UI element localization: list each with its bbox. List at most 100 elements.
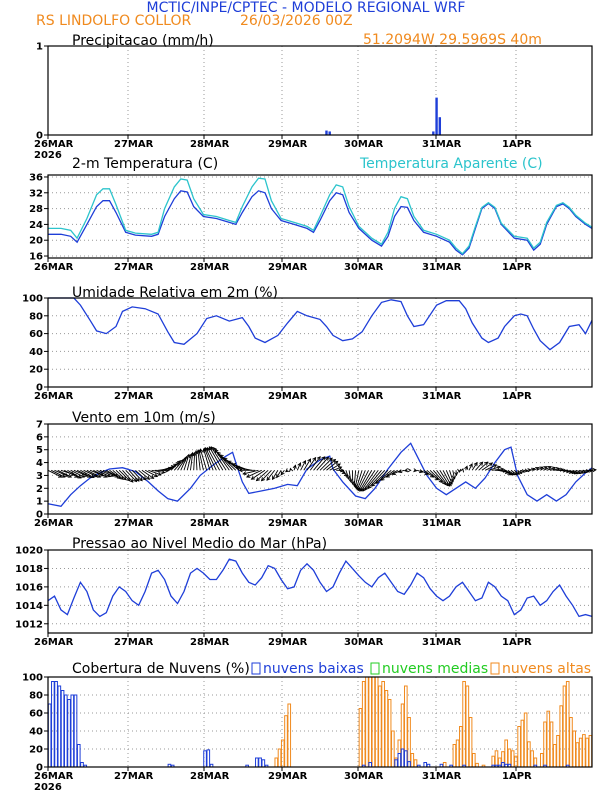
wind-arrow-head (96, 473, 102, 478)
pres-ytick-label: 1018 (15, 564, 43, 575)
wind-ytick-label: 5 (36, 445, 43, 456)
wind-arrow (329, 463, 341, 471)
wind-arrow-head (219, 454, 224, 459)
cloud-bar-low (47, 703, 52, 768)
wind-arrow-head (199, 448, 204, 453)
temp-xtick-label: 28MAR (190, 262, 230, 273)
cloud-bar-high (413, 759, 418, 768)
wind-arrow-head (513, 471, 518, 476)
cloud-bar-high (368, 676, 373, 768)
wind-arrow (170, 460, 181, 471)
clouds-ytick-label: 80 (29, 691, 43, 702)
wind-arrow (99, 469, 114, 477)
wind-arrow-head (350, 480, 355, 486)
wind-arrow (186, 453, 192, 471)
header-coords: 51.2094W 29.5969S 40m (363, 32, 542, 48)
wind-arrow-head (450, 478, 455, 483)
wind-arrow-head (186, 453, 191, 459)
wind-arrow-head (285, 468, 290, 473)
wind-arrow (243, 469, 259, 475)
wind-ytick-label: 4 (36, 458, 43, 469)
cloud-bar-high (284, 715, 288, 768)
cloud-bar-high (552, 744, 557, 768)
cloud-bar-high (546, 710, 551, 768)
wind-ytick-label: 0 (36, 510, 43, 521)
rh-xtick-label: 31MAR (422, 391, 462, 402)
temp-ytick-label: 28 (29, 204, 43, 215)
wind-arrow (80, 469, 95, 478)
wind-arrow-head (375, 479, 380, 484)
cloud-bar-low (261, 759, 266, 768)
wind-arrow-head (67, 473, 73, 478)
clouds-panel: 0 20 40 60 80 100 26MAR 27MAR 28MAR 29MAR 30MAR 31M… (22, 673, 593, 792)
wind-arrow-head (479, 461, 484, 466)
wind-arrow-head (227, 460, 232, 465)
wind-arrow (439, 470, 451, 487)
wind-arrow (442, 470, 452, 486)
cloud-bar-high (585, 737, 589, 768)
rh-ytick-label: 20 (29, 365, 43, 376)
wind-arrow (57, 469, 72, 478)
cloud-bar-low (397, 753, 402, 768)
wind-arrow (345, 470, 350, 480)
wind-arrow-head (246, 473, 251, 478)
wind-arrow (131, 469, 143, 481)
wind-arrow (125, 469, 137, 482)
wind-arrow-head (150, 475, 155, 479)
wind-arrow-head (336, 463, 341, 468)
precip-xtick-label: 28MAR (190, 139, 230, 150)
clouds-xtick-label: 28MAR (190, 771, 230, 782)
wind-ytick-label: 7 (36, 420, 43, 431)
wind-arrow (386, 469, 398, 478)
wind-arrow (256, 469, 269, 481)
wind-arrow (303, 458, 311, 471)
cloud-bar-low (73, 694, 78, 768)
wind-arrow-head (142, 476, 147, 481)
wind-arrow (491, 468, 504, 471)
cloud-bar-high (471, 753, 476, 768)
wind-arrow-head (592, 467, 597, 473)
wind-arrow (398, 469, 405, 473)
wind-arrow (51, 469, 65, 478)
cloud-bar-low (501, 762, 505, 768)
wind-arrow-head (223, 457, 228, 462)
wind-arrow (63, 469, 78, 478)
wind-arrow (316, 456, 329, 471)
wind-arrow (251, 469, 266, 480)
cloud-bar-low (67, 699, 71, 768)
wind-arrow-head (297, 462, 302, 467)
wind-arrow (207, 447, 221, 471)
wind-arrow (471, 462, 478, 471)
cloud-bar-high (539, 753, 544, 768)
wind-arrow (141, 469, 154, 479)
pres-title: Pressao ao Nivel Medio do Mar (hPa) (72, 536, 327, 552)
precip-xtick-label: 29MAR (268, 139, 308, 150)
temp-xtick-label: 29MAR (268, 262, 308, 273)
wind-arrow-head (242, 471, 247, 476)
wind-arrow-head (364, 486, 369, 491)
wind-arrow-head (446, 482, 451, 487)
precip-title: Precipitacao (mm/h) (72, 33, 214, 49)
wind-arrow (96, 469, 111, 477)
pres-panel: 1012 1014 1016 1018 1020 26MAR 27MAR 28MAR 29MAR… (15, 546, 593, 648)
precip-xtick-label: 30MAR (344, 139, 384, 150)
temp-panel: 16 20 24 28 32 36 26MAR 27MAR 28MAR 29MAR 30MAR 31M… (29, 172, 593, 273)
wind-arrow-head (403, 468, 409, 473)
wind-arrow (572, 469, 581, 474)
wind-arrow (569, 469, 578, 474)
wind-arrow (148, 469, 162, 476)
wind-arrow (76, 469, 91, 478)
temp-title: 2-m Temperatura (C) (72, 156, 218, 172)
wind-arrow (549, 468, 560, 471)
pres-xtick-label: 30MAR (344, 637, 384, 648)
rh-xtick-label: 26MAR (34, 391, 74, 402)
wind-arrow-head (407, 468, 412, 473)
pres-xtick-label: 29MAR (268, 637, 308, 648)
wind-arrow (205, 447, 217, 471)
wind-arrow (420, 469, 429, 475)
pres-frame (47, 549, 593, 634)
wind-arrow-head (473, 461, 478, 467)
wind-arrow (449, 470, 454, 482)
clouds-xtick-label: 1APR (502, 771, 532, 782)
wind-arrow-head (122, 476, 127, 481)
